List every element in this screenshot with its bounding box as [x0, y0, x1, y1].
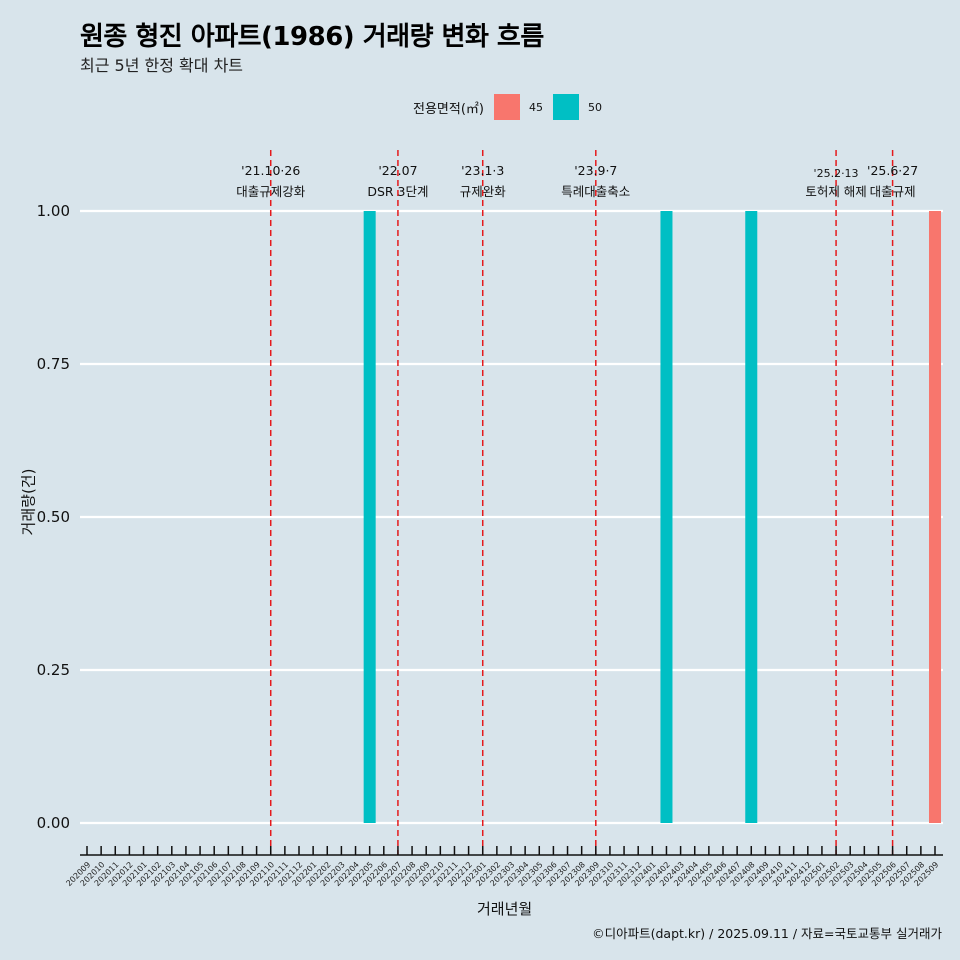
event-date-label: '25.2·13 — [814, 167, 859, 180]
legend-swatch-50 — [552, 94, 579, 120]
y-tick-label: 1.00 — [37, 202, 70, 220]
bar-50-202408 — [745, 211, 758, 823]
chart-subtitle: 최근 5년 한정 확대 차트 — [80, 56, 244, 75]
y-tick-label: 0.50 — [37, 508, 70, 526]
bar-45-202509 — [928, 211, 942, 823]
x-axis-title: 거래년월 — [477, 900, 533, 918]
y-tick-label: 0.25 — [37, 661, 70, 679]
y-tick-label: 0.75 — [37, 355, 70, 373]
event-label: 대출규제 — [870, 184, 916, 199]
y-axis-title: 거래량(건) — [19, 468, 38, 536]
event-label: 특례대출축소 — [561, 184, 630, 199]
event-label: 규제완화 — [460, 184, 507, 199]
legend-title: 전용면적(㎡) — [413, 101, 484, 117]
chart-title: 원종 형진 아파트(1986) 거래량 변화 흐름 — [80, 22, 544, 52]
event-date-label: '21.10·26 — [241, 163, 300, 178]
event-date-label: '23.1·3 — [461, 163, 504, 178]
legend-label-45: 45 — [528, 100, 543, 114]
event-label: DSR 3단계 — [367, 184, 428, 199]
event-label: 대출규제강화 — [236, 184, 306, 199]
legend-swatch-45 — [493, 94, 520, 120]
legend-label-50: 50 — [587, 100, 602, 114]
bar-50-202205 — [363, 211, 376, 823]
y-tick-label: 0.00 — [37, 814, 70, 832]
bar-50-202402 — [660, 211, 673, 823]
event-date-label: '25.6·27 — [867, 163, 918, 178]
event-date-label: '23.9·7 — [574, 163, 617, 178]
caption: ©디아파트(dapt.kr) / 2025.09.11 / 자료=국토교통부 실… — [592, 926, 942, 941]
event-label: 토허제 해제 — [805, 184, 866, 199]
event-date-label: '22.07 — [378, 163, 417, 178]
legend: 전용면적(㎡) 45 50 — [413, 93, 612, 121]
